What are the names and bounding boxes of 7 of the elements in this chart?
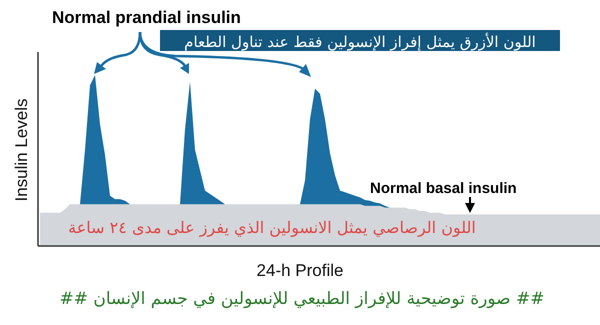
annotation: اللون الأزرق يمثل إفراز الإنسولين فقط عند تناول الطعام	[160, 30, 560, 51]
x-axis-title: 24-h Profile	[256, 261, 344, 280]
annotation: ## صورة توضيحية للإفراز الطبيعي للإنسولين في جسم الإنسان ##	[59, 289, 545, 309]
annotation: Normal basal insulin	[370, 180, 517, 197]
annotation: اللون الرصاصي يمثل الانسولين الذي يفرز على مدى ٢٤ ساعة	[68, 218, 476, 237]
annotation: Normal prandial insulin	[52, 8, 241, 27]
y-axis-title: Insulin Levels	[12, 98, 31, 202]
